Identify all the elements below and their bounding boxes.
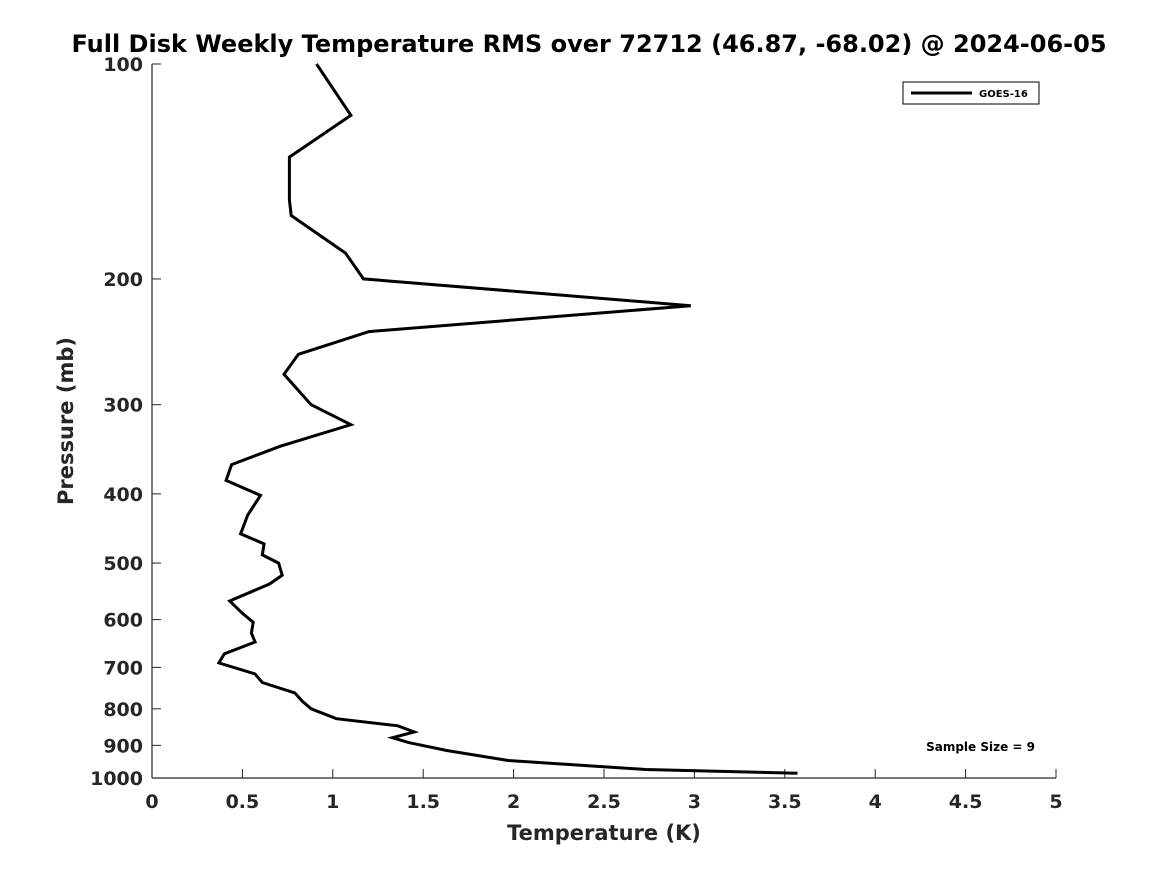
tick-marks (151, 63, 1057, 779)
x-tick-label: 4.5 (949, 791, 983, 813)
legend: GOES-16 (902, 81, 1040, 105)
series-line-goes-16 (216, 63, 798, 775)
y-axis-label: Pressure (mb) (54, 337, 78, 505)
x-tick-label: 3 (688, 791, 701, 813)
x-tick-label: 0.5 (226, 791, 260, 813)
x-tick-label: 2 (507, 791, 520, 813)
chart-title: Full Disk Weekly Temperature RMS over 72… (71, 30, 1106, 58)
x-tick-label: 5 (1049, 791, 1062, 813)
x-tick-label: 2.5 (587, 791, 621, 813)
y-tick-label: 800 (103, 699, 143, 721)
x-tick-label: 1.5 (406, 791, 440, 813)
x-axis-label: Temperature (K) (507, 821, 701, 845)
x-tick-label: 0 (145, 791, 158, 813)
x-tick-label: 4 (869, 791, 882, 813)
y-tick-label: 500 (103, 553, 143, 575)
x-tick-label: 1 (326, 791, 339, 813)
legend-label-goes-16: GOES-16 (979, 89, 1028, 100)
x-tick-labels: 0 0.5 1 1.5 2 2.5 3 3.5 4 4.5 5 (145, 791, 1062, 813)
y-tick-label: 400 (103, 484, 143, 506)
y-tick-label: 700 (103, 657, 143, 679)
y-tick-label: 1000 (90, 768, 143, 790)
x-tick-label: 3.5 (768, 791, 802, 813)
y-tick-label: 900 (103, 735, 143, 757)
y-tick-label: 100 (103, 54, 143, 76)
y-tick-label: 600 (103, 610, 143, 632)
series-layer (216, 63, 798, 775)
sample-size-annotation: Sample Size = 9 (926, 740, 1035, 754)
axes (151, 64, 1056, 779)
y-tick-labels: 100 200 300 400 500 600 700 800 900 1000 (90, 54, 143, 790)
y-tick-label: 200 (103, 269, 143, 291)
y-tick-label: 300 (103, 395, 143, 417)
